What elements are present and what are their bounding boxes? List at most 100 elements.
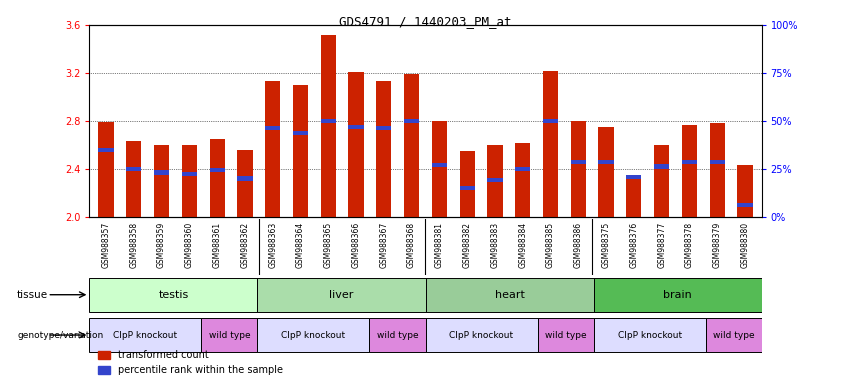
FancyBboxPatch shape (593, 278, 762, 311)
Text: ClpP knockout: ClpP knockout (449, 331, 514, 339)
Text: testis: testis (158, 290, 189, 300)
Text: GSM988365: GSM988365 (323, 222, 333, 268)
Bar (321, 119, 336, 123)
Bar (488, 178, 503, 182)
Bar (293, 131, 308, 135)
Bar (626, 175, 642, 179)
Bar (488, 145, 503, 217)
Text: GDS4791 / 1440203_PM_at: GDS4791 / 1440203_PM_at (340, 15, 511, 28)
Text: tissue: tissue (17, 290, 49, 300)
Text: GSM988375: GSM988375 (602, 222, 610, 268)
Bar (404, 119, 420, 123)
FancyBboxPatch shape (257, 278, 426, 311)
Bar (626, 177, 642, 217)
Bar (126, 167, 141, 171)
Bar (710, 123, 725, 217)
Text: ClpP knockout: ClpP knockout (113, 331, 178, 339)
Text: GSM988376: GSM988376 (630, 222, 638, 268)
Bar (710, 160, 725, 164)
Text: GSM988363: GSM988363 (268, 222, 277, 268)
Bar (571, 121, 586, 217)
Bar (431, 121, 447, 217)
FancyBboxPatch shape (426, 318, 538, 352)
Text: liver: liver (329, 290, 354, 300)
FancyBboxPatch shape (257, 318, 369, 352)
Bar (376, 81, 391, 217)
Bar (543, 119, 558, 123)
Bar (431, 163, 447, 167)
Bar (154, 145, 169, 217)
Bar (682, 124, 697, 217)
Bar (154, 170, 169, 175)
FancyBboxPatch shape (369, 318, 426, 352)
Text: brain: brain (663, 290, 692, 300)
Text: GSM988380: GSM988380 (740, 222, 750, 268)
Text: wild type: wild type (208, 331, 250, 339)
Bar (543, 71, 558, 217)
Bar (99, 148, 114, 152)
Text: GSM988378: GSM988378 (685, 222, 694, 268)
Bar (598, 127, 614, 217)
Text: GSM988383: GSM988383 (490, 222, 500, 268)
Bar (737, 203, 752, 207)
Text: ClpP knockout: ClpP knockout (282, 331, 346, 339)
FancyBboxPatch shape (89, 318, 202, 352)
Bar (598, 160, 614, 164)
FancyBboxPatch shape (593, 318, 705, 352)
Bar (237, 150, 253, 217)
Bar (348, 72, 363, 217)
FancyBboxPatch shape (89, 278, 257, 311)
Text: GSM988377: GSM988377 (657, 222, 666, 268)
Bar (265, 126, 280, 130)
Text: GSM988384: GSM988384 (518, 222, 528, 268)
Bar (737, 166, 752, 217)
Text: GSM988379: GSM988379 (712, 222, 722, 268)
FancyBboxPatch shape (202, 318, 257, 352)
Text: GSM988358: GSM988358 (129, 222, 139, 268)
Text: GSM988368: GSM988368 (407, 222, 416, 268)
Bar (126, 141, 141, 217)
Bar (209, 139, 225, 217)
Text: GSM988362: GSM988362 (241, 222, 249, 268)
Bar (321, 35, 336, 217)
Text: wild type: wild type (377, 331, 419, 339)
Text: GSM988381: GSM988381 (435, 222, 444, 268)
Text: GSM988385: GSM988385 (546, 222, 555, 268)
FancyBboxPatch shape (426, 278, 593, 311)
Bar (376, 126, 391, 130)
Legend: transformed count, percentile rank within the sample: transformed count, percentile rank withi… (94, 346, 287, 379)
Text: genotype/variation: genotype/variation (17, 331, 103, 340)
Bar (293, 85, 308, 217)
Bar (460, 186, 475, 190)
Bar (265, 81, 280, 217)
Bar (237, 177, 253, 180)
Text: wild type: wild type (713, 331, 755, 339)
Text: heart: heart (494, 290, 524, 300)
Text: GSM988364: GSM988364 (296, 222, 305, 268)
Bar (654, 164, 669, 169)
Bar (182, 172, 197, 176)
Text: GSM988359: GSM988359 (157, 222, 166, 268)
Bar (654, 145, 669, 217)
Text: GSM988386: GSM988386 (574, 222, 583, 268)
Bar (460, 151, 475, 217)
Bar (682, 160, 697, 164)
Bar (404, 74, 420, 217)
Bar (515, 167, 530, 171)
Text: GSM988357: GSM988357 (101, 222, 111, 268)
FancyBboxPatch shape (705, 318, 762, 352)
Text: GSM988367: GSM988367 (380, 222, 388, 268)
Text: ClpP knockout: ClpP knockout (618, 331, 682, 339)
Bar (209, 168, 225, 172)
Text: GSM988361: GSM988361 (213, 222, 221, 268)
Bar (348, 125, 363, 129)
Bar (99, 122, 114, 217)
Bar (182, 145, 197, 217)
Bar (515, 142, 530, 217)
Text: GSM988360: GSM988360 (185, 222, 194, 268)
Text: GSM988366: GSM988366 (351, 222, 361, 268)
Text: GSM988382: GSM988382 (463, 222, 471, 268)
FancyBboxPatch shape (538, 318, 593, 352)
Text: wild type: wild type (545, 331, 586, 339)
Bar (571, 160, 586, 164)
